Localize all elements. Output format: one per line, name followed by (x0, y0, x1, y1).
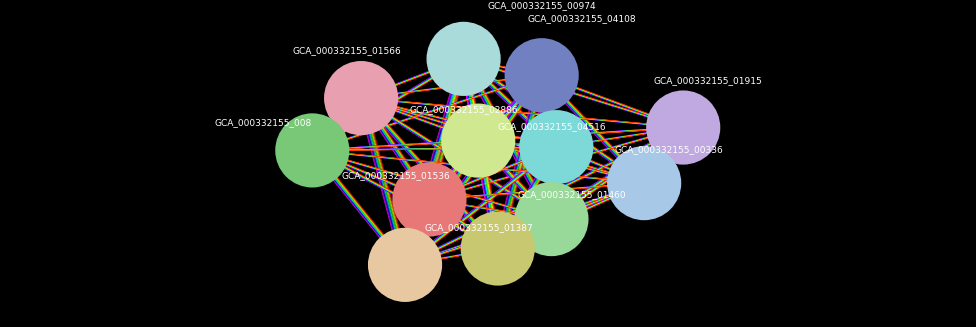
Ellipse shape (441, 104, 515, 178)
Ellipse shape (324, 61, 398, 135)
Ellipse shape (392, 163, 467, 236)
Ellipse shape (368, 228, 442, 302)
Text: GCA_000332155_01536: GCA_000332155_01536 (342, 171, 450, 180)
Text: GCA_000332155_01387: GCA_000332155_01387 (425, 223, 533, 232)
Ellipse shape (275, 113, 349, 187)
Text: GCA_000332155_04516: GCA_000332155_04516 (498, 122, 606, 131)
Text: GCA_000332155_04108: GCA_000332155_04108 (527, 14, 635, 23)
Text: GCA_000332155_01915: GCA_000332155_01915 (654, 76, 762, 85)
Text: GCA_000332155_00336: GCA_000332155_00336 (615, 145, 723, 154)
Ellipse shape (607, 146, 681, 220)
Text: GCA_000332155_01566: GCA_000332155_01566 (293, 46, 401, 56)
Text: GCA_000332155_01460: GCA_000332155_01460 (517, 190, 626, 199)
Text: GCA_000332155_008: GCA_000332155_008 (215, 118, 312, 128)
Text: GCA_000332155_02886: GCA_000332155_02886 (410, 105, 518, 114)
Ellipse shape (646, 91, 720, 164)
Ellipse shape (427, 22, 501, 96)
Text: GCA_000332155_00974: GCA_000332155_00974 (488, 1, 596, 10)
Ellipse shape (505, 38, 579, 112)
Ellipse shape (519, 110, 593, 184)
Ellipse shape (514, 182, 589, 256)
Ellipse shape (461, 212, 535, 285)
